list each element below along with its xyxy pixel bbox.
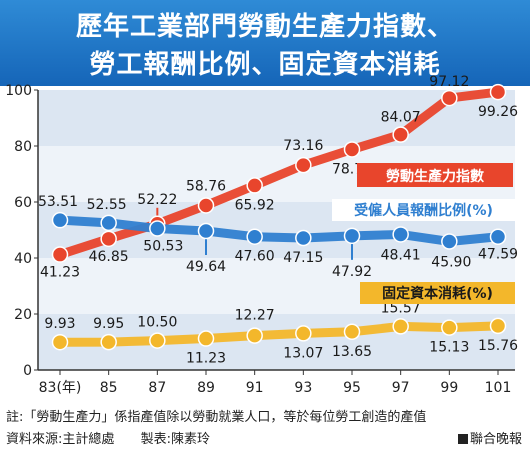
y-tick-label: 100: [5, 83, 32, 99]
x-tick-label: 85: [100, 380, 118, 396]
data-label: 11.23: [186, 351, 226, 367]
data-point: [246, 327, 263, 344]
y-tick-label: 80: [14, 139, 32, 155]
x-tick-label: 97: [392, 380, 410, 396]
data-label: 45.90: [431, 254, 471, 270]
brand-text: 聯合晚報: [469, 432, 522, 447]
data-label: 52.55: [87, 197, 127, 213]
legend-tag-label: 固定資本消耗(%): [382, 285, 493, 302]
data-point: [295, 325, 312, 342]
data-label: 52.22: [137, 192, 177, 208]
series-line: [55, 321, 503, 347]
data-label: 48.41: [381, 247, 421, 263]
data-label: 13.65: [332, 344, 372, 360]
data-point: [441, 233, 458, 250]
data-point: [149, 220, 166, 237]
x-tick-label: 87: [148, 380, 166, 396]
data-label: 58.76: [186, 178, 226, 194]
x-tick-label: 93: [294, 380, 312, 396]
data-label: 84.07: [381, 110, 421, 126]
data-label: 65.92: [235, 197, 275, 213]
data-point: [489, 317, 507, 335]
data-point: [343, 323, 361, 341]
data-point: [295, 229, 312, 247]
data-point: [246, 228, 263, 245]
data-point: [100, 333, 117, 351]
data-point: [197, 222, 215, 240]
data-point: [100, 214, 117, 232]
x-tick-label: 91: [246, 380, 264, 396]
data-label: 12.27: [235, 308, 275, 324]
legend-tag-box: [357, 163, 513, 187]
data-label: 13.07: [283, 345, 323, 361]
data-label: 73.16: [283, 138, 323, 154]
series-line: [55, 87, 503, 260]
data-point: [295, 156, 312, 174]
y-tick-label: 20: [14, 307, 32, 323]
source-text: 資料來源:主計總處: [6, 432, 115, 447]
legend-tag-box: [332, 199, 515, 221]
source-note: 資料來源:主計總處 製表:陳素玲: [6, 428, 210, 447]
y-tick-label: 60: [14, 195, 32, 211]
data-point: [392, 126, 409, 143]
data-label: 15.57: [381, 300, 421, 316]
data-point: [441, 89, 458, 107]
data-label: 49.64: [186, 259, 226, 275]
data-label: 53.51: [38, 194, 78, 210]
brand-square-icon: [457, 434, 468, 444]
footnote: 註:「勞動生產力」係指產值除以勞動就業人口，等於每位勞工創造的產值: [6, 410, 427, 425]
data-label: 99.26: [478, 104, 518, 120]
data-point: [392, 318, 409, 335]
data-label: 9.93: [44, 316, 75, 332]
data-label: 10.50: [137, 315, 177, 331]
data-point: [343, 227, 361, 245]
y-tick-label: 0: [23, 363, 32, 379]
data-label: 50.53: [143, 239, 183, 255]
x-tick-label: 89: [197, 380, 215, 396]
data-point: [51, 211, 69, 229]
data-point: [489, 228, 507, 245]
data-label: 46.85: [89, 249, 129, 265]
data-point: [343, 141, 361, 158]
y-tick-label: 40: [14, 251, 32, 267]
chart-title-line-1: 歷年工業部門勞動生產力指數、: [75, 12, 454, 42]
data-point: [246, 177, 263, 194]
legend-tag-box: [360, 282, 515, 304]
data-point: [489, 83, 507, 101]
x-tick-label: 101: [485, 380, 512, 396]
data-label: 47.60: [235, 249, 275, 265]
data-point: [441, 319, 458, 336]
title-banner: 歷年工業部門勞動生產力指數、 勞工報酬比例、固定資本消耗: [0, 0, 530, 86]
legend-tag-label: 勞動生產力指數: [386, 168, 484, 185]
chart-title-line-2: 勞工報酬比例、固定資本消耗: [89, 50, 441, 80]
publisher-brand: 聯合晚報: [457, 428, 522, 447]
data-point: [100, 230, 117, 248]
x-tick-label: 99: [440, 380, 458, 396]
series-line: [55, 215, 503, 246]
data-point: [197, 197, 215, 214]
data-point: [51, 246, 69, 263]
data-label: 15.76: [478, 338, 518, 354]
data-label: 15.13: [429, 340, 469, 356]
data-label: 47.59: [478, 247, 518, 263]
grid-band: [38, 90, 515, 146]
data-point: [51, 333, 69, 351]
data-label: 41.23: [40, 265, 80, 281]
data-label: 97.12: [429, 74, 469, 90]
data-label: 9.95: [93, 316, 124, 332]
data-label: 47.92: [332, 264, 372, 280]
legend-tag-label: 受僱人員報酬比例(%): [354, 202, 493, 219]
credit-text: 製表:陳素玲: [140, 432, 211, 447]
data-point: [197, 330, 215, 347]
x-tick-label: 83(年): [39, 380, 82, 396]
data-label: 47.15: [283, 250, 323, 266]
data-point: [392, 226, 409, 243]
data-point: [149, 332, 166, 349]
x-tick-label: 95: [343, 380, 361, 396]
